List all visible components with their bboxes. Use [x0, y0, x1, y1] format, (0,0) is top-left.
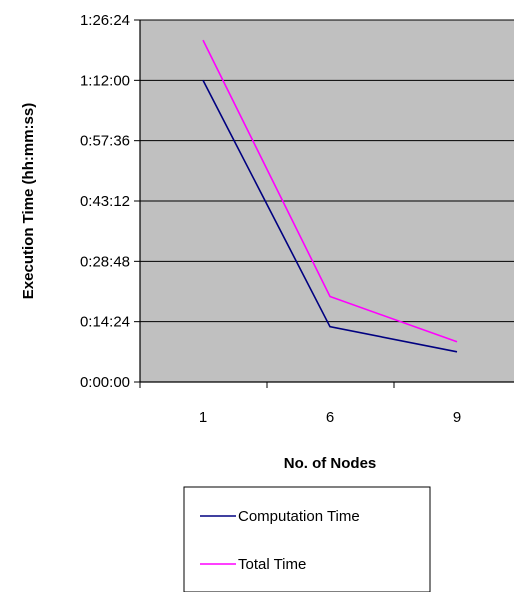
- y-axis-title: Execution Time (hh:mm:ss): [20, 103, 37, 299]
- legend-label-computation: Computation Time: [238, 508, 360, 525]
- y-tick-label: 0:00:00: [80, 374, 130, 391]
- y-tick-label: 0:57:36: [80, 133, 130, 150]
- y-tick-label: 0:14:24: [80, 314, 130, 331]
- y-tick-label: 0:28:48: [80, 253, 130, 270]
- y-axis-ticks: 0:00:00 0:14:24 0:28:48 0:43:12 0:57:36 1:12:…: [80, 12, 140, 391]
- x-tick-label: 9: [453, 409, 461, 426]
- x-axis-title: No. of Nodes: [284, 455, 377, 472]
- series-line-total-time: [202, 39, 458, 343]
- legend: Computation Time Total Time: [183, 486, 431, 592]
- gridlines: [140, 19, 514, 323]
- legend-label-total: Total Time: [238, 556, 306, 573]
- series-line-computation-time: [202, 79, 458, 353]
- legend-box: [183, 486, 431, 592]
- y-tick-label: 1:12:00: [80, 72, 130, 89]
- y-tick-label: 0:43:12: [80, 193, 130, 210]
- x-tick-label: 6: [326, 409, 334, 426]
- x-tick-label: 1: [199, 409, 207, 426]
- series-lines: [202, 39, 458, 353]
- y-tick-label: 1:26:24: [80, 12, 130, 29]
- x-axis-ticks: 1 6 9: [139, 382, 461, 426]
